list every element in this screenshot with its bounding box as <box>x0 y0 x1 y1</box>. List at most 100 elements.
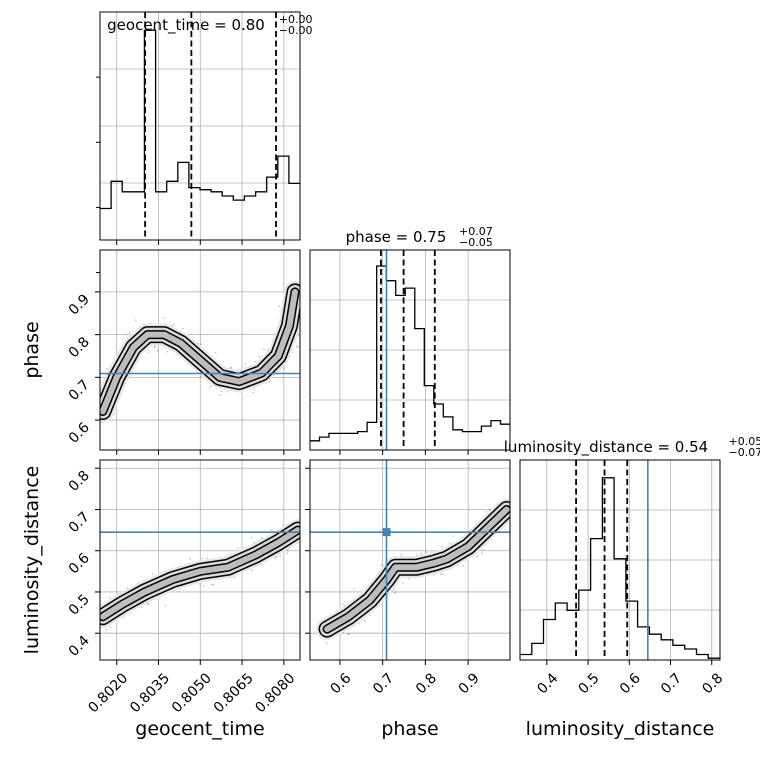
sample-point <box>393 592 396 595</box>
sample-point <box>166 350 169 353</box>
sample-point <box>512 510 514 512</box>
sample-point <box>244 362 247 365</box>
sample-point <box>511 514 513 516</box>
sample-point <box>109 596 111 599</box>
sample-point <box>152 573 154 575</box>
sample-point <box>126 587 129 589</box>
sample-point <box>254 361 256 363</box>
sample-point <box>93 404 95 406</box>
panel-frame <box>309 249 511 451</box>
sample-point <box>352 588 355 591</box>
sample-point <box>258 355 261 358</box>
title-minus-error: −0.07 <box>729 446 760 459</box>
tick-label-y: 0.5 <box>66 592 93 619</box>
xlabel-geocent-time: geocent_time <box>135 718 264 740</box>
sample-point <box>485 510 488 513</box>
sample-point <box>164 604 167 607</box>
sample-point <box>279 555 282 557</box>
panel-frame <box>519 459 721 661</box>
sample-point <box>199 376 202 378</box>
sample-point <box>511 514 513 516</box>
panel-2d-phase_vs_geocent_time <box>89 250 303 450</box>
marginal-title-luminosity_distance: luminosity_distance = 0.54 +0.05−0.07 <box>504 435 760 459</box>
sample-point <box>125 333 127 336</box>
sample-point <box>200 343 203 345</box>
sample-point <box>270 529 273 531</box>
sample-point <box>237 547 239 550</box>
title-main: luminosity_distance = 0.54 <box>504 438 708 457</box>
sample-point <box>202 585 205 587</box>
panel-1d-geocent_time <box>100 12 300 240</box>
sample-point <box>476 555 479 558</box>
sample-point <box>230 367 233 369</box>
sample-point <box>480 552 483 555</box>
sample-point <box>400 554 403 556</box>
sample-point <box>206 557 209 559</box>
sample-point <box>302 543 304 545</box>
sample-point <box>92 403 94 405</box>
panel-2d-luminosity_distance_vs_geocent_time <box>96 460 304 660</box>
sample-point <box>302 539 304 541</box>
xlabel-luminosity-distance: luminosity_distance <box>526 718 715 740</box>
sample-point <box>96 618 98 620</box>
title-main: geocent_time = 0.80 <box>107 16 265 35</box>
sample-point <box>122 616 125 619</box>
sample-point <box>262 348 265 351</box>
ylabel-phase: phase <box>21 321 43 378</box>
sample-point <box>96 406 98 408</box>
sample-point <box>425 551 427 553</box>
sample-point <box>364 619 366 622</box>
sample-point <box>146 603 149 605</box>
sample-point <box>510 511 512 513</box>
density-core <box>324 506 510 633</box>
sample-point <box>302 532 304 534</box>
sample-point <box>278 305 280 308</box>
sample-point <box>297 334 300 337</box>
sample-point <box>153 345 156 348</box>
marginal-title-phase: phase = 0.75 +0.07−0.05 <box>346 225 493 249</box>
sample-point <box>301 327 303 329</box>
sample-point <box>189 558 192 561</box>
sample-point <box>211 583 213 586</box>
sample-point <box>201 557 203 560</box>
marginal-title-geocent_time: geocent_time = 0.80 +0.00−0.00 <box>107 13 312 37</box>
sample-point <box>128 331 131 334</box>
sample-point <box>452 535 455 537</box>
sample-point <box>173 323 175 326</box>
panel-1d-luminosity_distance <box>520 460 720 660</box>
sample-point <box>153 346 156 348</box>
sample-point <box>250 536 253 539</box>
sample-point <box>440 545 443 548</box>
sample-point <box>512 512 514 514</box>
sample-point <box>449 542 451 545</box>
tick-label-x: 0.8020 <box>85 670 131 716</box>
tick-label-y: 0.6 <box>66 550 93 577</box>
tick-label-x: 0.6 <box>617 670 644 697</box>
sample-point <box>268 380 271 383</box>
sample-point <box>441 573 443 575</box>
sample-point <box>96 405 98 407</box>
panel-1d-phase <box>310 250 510 450</box>
sample-point <box>93 408 95 410</box>
sample-point <box>134 319 137 321</box>
title-main: phase = 0.75 <box>346 228 447 246</box>
panel-2d-luminosity_distance_vs_phase <box>310 460 514 660</box>
sample-point <box>274 557 277 559</box>
sample-point <box>348 633 351 636</box>
sample-point <box>182 327 184 330</box>
title-label: luminosity_distance = 0.54 <box>504 438 708 457</box>
sample-point <box>380 564 383 567</box>
tick-label-x: 0.8080 <box>252 670 298 716</box>
sample-point <box>89 411 91 413</box>
sample-point <box>301 304 303 306</box>
sample-point <box>326 642 328 644</box>
sample-point <box>252 391 255 394</box>
tick-label-y: 0.7 <box>66 377 93 404</box>
sample-point <box>233 576 236 579</box>
title-plus-error: +0.05 <box>729 435 760 448</box>
sample-point <box>220 390 223 393</box>
tick-label-x: 0.8050 <box>169 670 215 716</box>
sample-point <box>358 623 361 625</box>
sample-point <box>461 564 464 567</box>
